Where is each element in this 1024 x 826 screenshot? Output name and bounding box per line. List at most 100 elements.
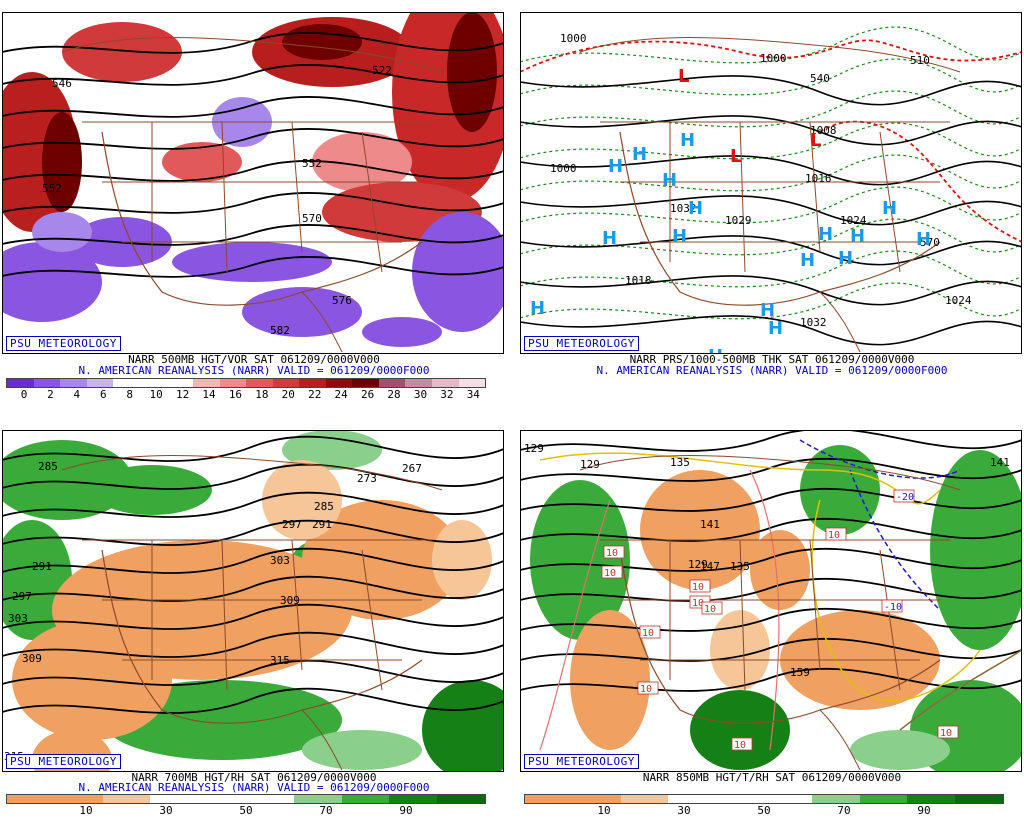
panel-700mb-hgt-rh: 285 273 267 285 291 297 303 309 291 297 303 309 315 3… xyxy=(2,418,506,826)
colorbar-swatch xyxy=(192,379,220,387)
colorbar-swatch xyxy=(668,795,717,803)
colorbar-swatch xyxy=(86,379,114,387)
high-pressure-marker: H xyxy=(602,228,617,249)
high-pressure-marker: H xyxy=(768,318,783,339)
high-pressure-marker: H xyxy=(608,156,623,177)
colorbar-ticks: 0 2 4 6 8 10 12 14 16 18 20 22 24 26 28 30 32 34 xyxy=(6,388,486,402)
border-line xyxy=(809,121,821,253)
colorbar-tick-label: 16 xyxy=(228,388,243,401)
high-pressure-marker: H xyxy=(688,198,703,219)
high-pressure-marker: H xyxy=(632,144,647,165)
temperature-label: 10 xyxy=(692,598,704,609)
panel-subtitle: N. AMERICAN REANALYSIS (NARR) VALID = 06… xyxy=(78,364,430,377)
temperature-label: -10 xyxy=(884,602,902,613)
colorbar-swatch xyxy=(352,379,379,387)
low-pressure-marker: L xyxy=(730,146,741,167)
colorbar-swatch xyxy=(198,795,246,803)
colorbar-swatch xyxy=(166,379,193,387)
height-contour xyxy=(2,435,504,462)
border-line xyxy=(361,131,383,273)
temperature-label: 10 xyxy=(940,728,952,739)
height-label: 297 xyxy=(12,590,32,603)
panel-subtitle: N. AMERICAN REANALYSIS (NARR) VALID = 06… xyxy=(78,781,430,794)
shaded-region xyxy=(282,24,362,60)
temperature-label-box xyxy=(701,601,723,615)
isobar-label: 1000 xyxy=(760,52,787,65)
colorbar-ticks: 10 30 50 70 90 xyxy=(6,804,486,818)
temperature-label-box xyxy=(603,545,625,559)
colorbar-tick-label: 18 xyxy=(255,388,269,401)
height-label: 135 xyxy=(670,456,690,469)
colorbar-tick-label: 0 xyxy=(20,388,28,401)
shaded-region xyxy=(302,730,422,770)
height-label: 285 xyxy=(38,460,58,473)
shaded-region xyxy=(422,680,504,772)
psu-logo: PSU METEOROLOGY xyxy=(6,754,121,769)
high-pressure-marker: H xyxy=(800,250,815,271)
shaded-region xyxy=(930,450,1022,650)
colorbar-swatch xyxy=(763,795,812,803)
temperature-label: 10 xyxy=(704,604,716,615)
height-label: 309 xyxy=(22,652,42,665)
height-label: 552 xyxy=(302,157,322,170)
map-700mb: 2852732672852912973033092912973033093153… xyxy=(2,430,504,772)
height-contour xyxy=(2,491,504,518)
colorbar-swatch xyxy=(955,795,1003,803)
panel-mslp-thickness: 1000 540 1000 1008 1016 1032 1024 1029 1000 1018 1… xyxy=(520,0,1024,408)
isobar-label: 540 xyxy=(810,72,830,85)
height-contour xyxy=(2,160,504,182)
isobar-label: 1000 xyxy=(550,162,577,175)
colorbar-swatch xyxy=(54,795,103,803)
colorbar-swatch xyxy=(219,379,247,387)
isobar-label: 1029 xyxy=(725,214,752,227)
height-contour xyxy=(2,224,504,246)
colorbar-swatch xyxy=(572,795,621,803)
shaded-region xyxy=(2,242,102,322)
colorbar xyxy=(6,378,486,388)
shaded-region xyxy=(362,317,442,347)
colorbar-swatch xyxy=(102,795,151,803)
colorbar-tick-label: 2 xyxy=(47,388,54,401)
colorbar-swatch xyxy=(113,379,140,387)
colorbar-tick-label: 28 xyxy=(387,388,401,401)
colorbar-tick-label: 50 xyxy=(239,804,253,817)
height-label: 129 xyxy=(524,442,544,455)
shaded-region xyxy=(570,610,650,750)
shaded-region xyxy=(282,430,382,470)
isobar-label: 510 xyxy=(910,54,930,67)
colorbar-swatch xyxy=(525,795,573,803)
coastline xyxy=(101,131,423,306)
height-label: 570 xyxy=(302,212,322,225)
height-contour xyxy=(2,631,504,658)
shaded-region xyxy=(432,520,492,600)
temperature-label: -20 xyxy=(896,492,914,503)
colorbar-tick-label: 70 xyxy=(837,804,851,817)
border-line xyxy=(291,539,303,671)
shaded-region xyxy=(690,690,790,770)
height-contour xyxy=(2,463,504,490)
colorbar-swatch xyxy=(432,379,459,387)
temperature-contour xyxy=(899,649,1022,731)
height-contour xyxy=(2,256,504,278)
temperature-label-box xyxy=(689,579,711,593)
temperature-label-box xyxy=(825,527,847,541)
colorbar-tick-label: 10 xyxy=(79,804,93,817)
height-label: 291 xyxy=(312,518,332,531)
coastline xyxy=(301,291,343,353)
shaded-region xyxy=(42,112,82,212)
coastline xyxy=(301,709,343,771)
border-line xyxy=(291,121,303,253)
colorbar-swatch xyxy=(293,795,342,803)
panel-title: NARR 700MB HGT/RH SAT 061209/0000V000 xyxy=(131,771,377,784)
colorbar-swatch xyxy=(620,795,669,803)
high-pressure-marker: H xyxy=(530,298,545,319)
temperature-label-box xyxy=(601,565,623,579)
colorbar-swatch xyxy=(7,379,34,387)
height-contour xyxy=(2,603,504,630)
panel-title: NARR 850MB HGT/T/RH SAT 061209/0000V000 xyxy=(642,771,902,784)
colorbar-swatch xyxy=(325,379,353,387)
shaded-region xyxy=(447,12,497,132)
panel-title: NARR 500MB HGT/VOR SAT 061209/0000V000 xyxy=(128,353,380,366)
border-line xyxy=(61,37,443,73)
colorbar-tick-label: 32 xyxy=(440,388,454,401)
